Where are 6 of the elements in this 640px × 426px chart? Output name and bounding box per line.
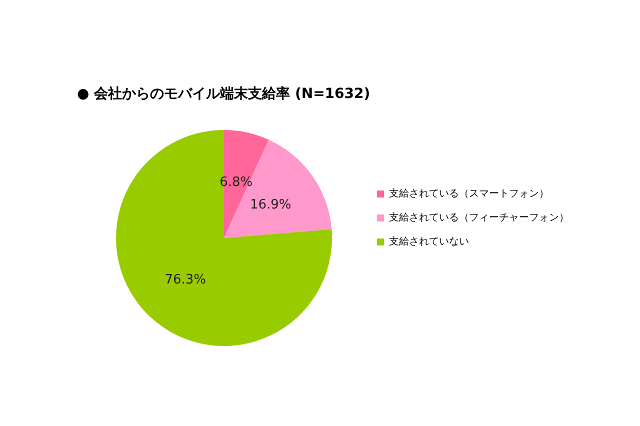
data-label: 76.3% (164, 272, 206, 288)
data-label: 16.9% (250, 198, 292, 213)
legend-label: 支給されている（スマートフォン） (389, 188, 549, 200)
legend-label: 支給されている（フィーチャーフォン） (389, 212, 569, 224)
chart-title: ● 会社からのモバイル端末支給率 (N=1632) (77, 85, 370, 102)
legend-label: 支給されていない (389, 236, 469, 248)
